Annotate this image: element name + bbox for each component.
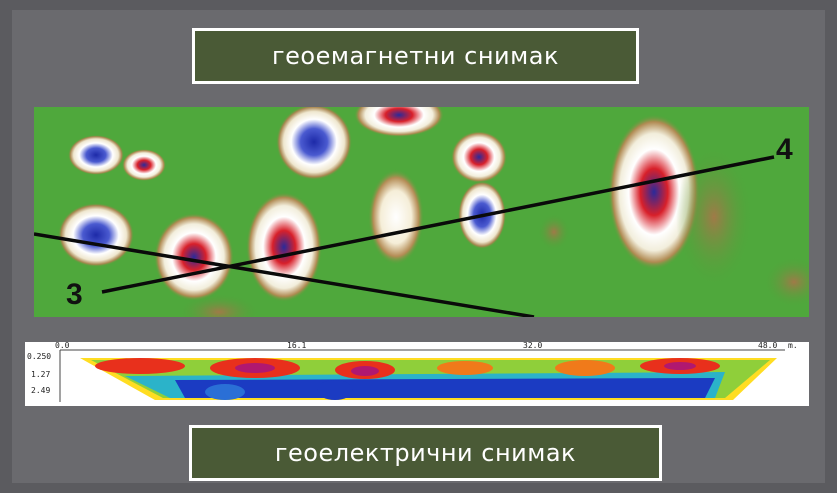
- x-tick-label: 32.0: [523, 342, 542, 350]
- x-unit-label: m.: [788, 342, 798, 350]
- x-tick-label: 0.0: [55, 342, 70, 350]
- resistivity-high-zone: [95, 358, 185, 374]
- depth-tick-label: 0.250: [27, 352, 51, 361]
- anomaly: [179, 294, 259, 317]
- geoelectric-profile-graphic: 0.0 16.1 32.0 48.0 m. 0.250 1.27 2.49: [27, 342, 798, 402]
- resistivity-low-zone: [317, 380, 353, 400]
- anomaly: [122, 149, 166, 181]
- anomaly: [68, 135, 124, 175]
- profile-line: [34, 232, 535, 317]
- anomaly: [538, 214, 570, 250]
- depth-tick-label: 2.49: [31, 386, 50, 395]
- anomaly: [764, 257, 809, 307]
- geoelectric-profile: 0.0 16.1 32.0 48.0 m. 0.250 1.27 2.49: [25, 342, 809, 406]
- x-tick-label: 16.1: [287, 342, 306, 350]
- anomaly: [246, 192, 322, 302]
- depth-tick-label: 1.27: [31, 370, 50, 379]
- line-label-4: 4: [776, 133, 793, 166]
- resistivity-high-zone: [437, 361, 493, 375]
- profile-line-3-4: [101, 155, 775, 294]
- resistivity-high-zone: [555, 360, 615, 376]
- anomaly: [676, 147, 752, 287]
- line-label-3: 3: [66, 278, 83, 311]
- resistivity-low-zone: [205, 384, 245, 400]
- resistivity-high-zone: [351, 366, 379, 376]
- resistivity-high-zone: [664, 362, 696, 370]
- anomaly: [58, 203, 134, 267]
- geoelectric-title: геоелектрични снимак: [189, 425, 662, 481]
- geomagnetic-title: геоемагнетни снимак: [192, 28, 639, 84]
- geomagnetic-title-text: геоемагнетни снимак: [272, 42, 559, 70]
- geomagnetic-map-graphic: 3 4: [34, 107, 809, 317]
- anomaly: [276, 107, 352, 180]
- x-tick-label: 48.0: [758, 342, 777, 350]
- anomaly: [368, 169, 424, 265]
- anomaly: [451, 131, 507, 183]
- geomagnetic-map: 3 4: [34, 107, 809, 317]
- resistivity-layer-blue: [175, 378, 715, 398]
- resistivity-high-zone: [235, 363, 275, 373]
- geoelectric-title-text: геоелектрични снимак: [274, 439, 577, 467]
- anomaly: [354, 107, 444, 137]
